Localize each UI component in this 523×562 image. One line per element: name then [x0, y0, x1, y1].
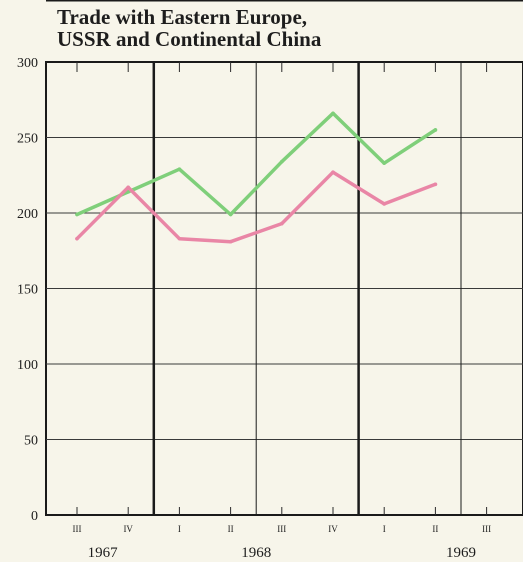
data-point — [75, 212, 79, 217]
y-tick-label: 100 — [17, 358, 38, 373]
chart-title: Trade with Eastern Europe, USSR and Cont… — [57, 6, 497, 50]
data-point — [280, 221, 284, 226]
year-label: 1969 — [446, 545, 476, 561]
data-point — [228, 212, 233, 217]
x-tick-label: I — [383, 524, 386, 534]
y-tick-label: 200 — [17, 207, 38, 222]
data-point — [75, 236, 79, 241]
y-tick-label: 0 — [31, 509, 38, 524]
chart-grid — [45, 0, 523, 516]
chart-series — [75, 111, 438, 244]
data-point — [177, 236, 182, 241]
x-tick-label: IV — [328, 524, 338, 534]
data-point — [433, 182, 438, 187]
year-label: 1968 — [241, 545, 271, 561]
x-tick-label: I — [178, 524, 181, 534]
data-point — [126, 185, 130, 190]
chart-title-line-1: Trade with Eastern Europe, — [57, 5, 308, 29]
y-tick-label: 300 — [17, 56, 38, 71]
year-label: 1967 — [88, 545, 119, 561]
data-point — [331, 111, 335, 116]
data-point — [331, 170, 335, 175]
data-point — [177, 167, 182, 172]
y-tick-label: 150 — [17, 283, 38, 298]
data-point — [433, 128, 438, 132]
x-tick-label: III — [277, 524, 286, 534]
data-point — [126, 190, 130, 194]
series-line-2 — [75, 170, 438, 244]
x-tick-label: II — [432, 524, 438, 534]
y-tick-label: 250 — [17, 132, 38, 147]
chart-title-line-2: USSR and Continental China — [57, 27, 322, 51]
data-point — [382, 202, 387, 206]
x-tick-label: III — [73, 524, 82, 534]
data-point — [228, 239, 233, 244]
data-point — [280, 159, 284, 164]
x-tick-label: III — [482, 524, 491, 534]
y-tick-label: 50 — [24, 434, 38, 449]
data-point — [382, 161, 387, 165]
series-line-1 — [75, 111, 438, 217]
x-tick-label: II — [228, 524, 234, 534]
x-tick-label: IV — [123, 524, 133, 534]
